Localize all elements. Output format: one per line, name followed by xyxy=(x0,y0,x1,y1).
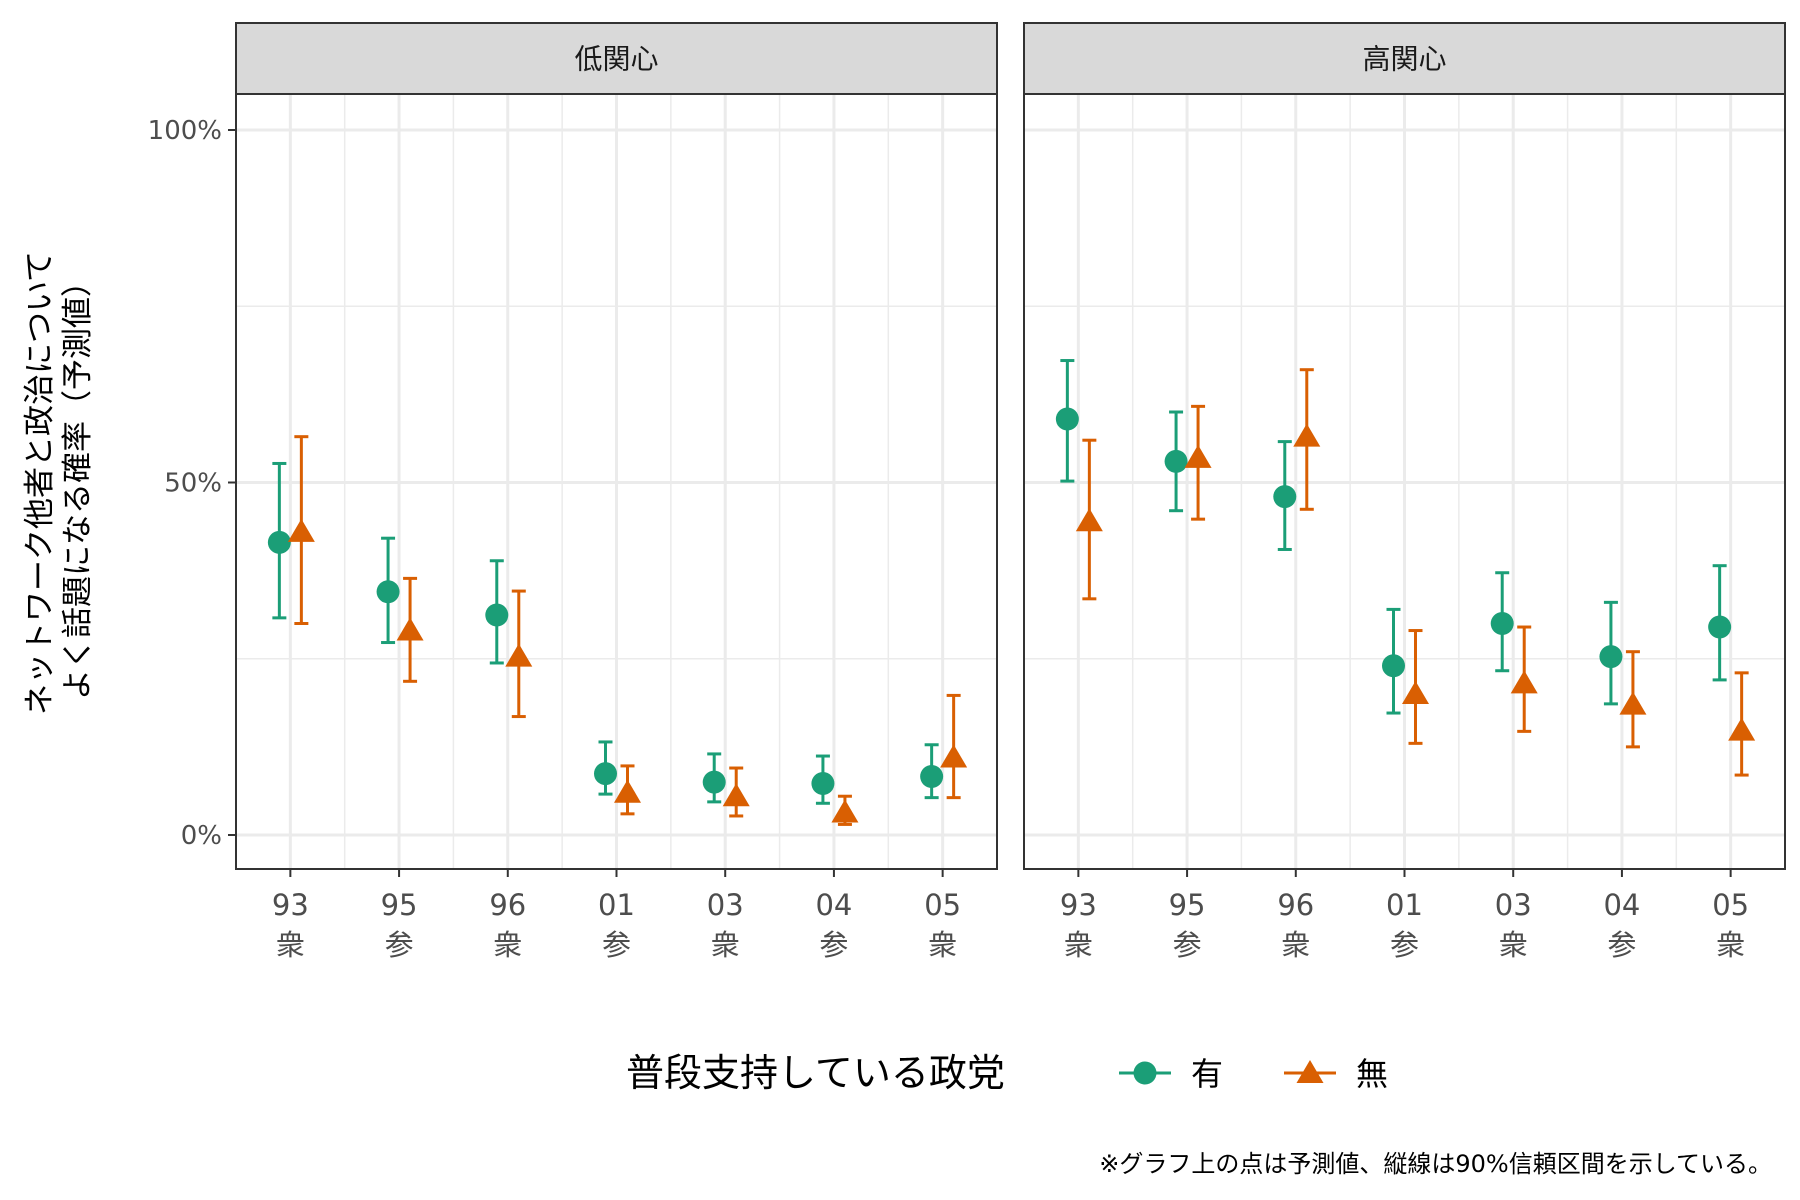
strip-background xyxy=(235,22,998,95)
data-point-triangle xyxy=(722,783,750,807)
data-point-triangle xyxy=(940,744,968,768)
y-axis-title-line: よく話題になる確率（予測値） xyxy=(60,266,96,700)
legend-label: 有 xyxy=(1191,1055,1223,1093)
x-tick-label: 01 参 xyxy=(598,888,635,962)
x-tick-label: 96 衆 xyxy=(489,888,526,962)
data-point-triangle xyxy=(287,518,315,542)
data-point-triangle xyxy=(1728,717,1756,741)
data-point-circle xyxy=(1490,612,1514,635)
data-point-triangle xyxy=(396,617,424,641)
data-point-circle xyxy=(702,770,726,794)
data-point-circle xyxy=(1382,654,1405,678)
data-point-triangle xyxy=(1293,423,1321,447)
data-point-circle xyxy=(267,530,291,554)
data-point-circle xyxy=(1273,485,1297,509)
legend-item-2: 無 xyxy=(1284,1055,1388,1093)
x-tick-label: 03 衆 xyxy=(1495,888,1532,962)
x-tick-label: 04 参 xyxy=(1603,888,1640,962)
data-point-circle xyxy=(1055,407,1079,431)
x-tick-label: 93 衆 xyxy=(272,888,309,962)
data-point-triangle xyxy=(1619,691,1647,715)
x-tick-label: 04 参 xyxy=(815,888,852,962)
legend-item-1: 有 xyxy=(1119,1055,1223,1093)
x-tick-label: 01 参 xyxy=(1386,888,1423,962)
panels-layer: 低関心 93 衆 95 参 96 衆 01 参 03 衆 04 参 05 衆 0% 50% 100% 高関心 93 衆 9… xyxy=(148,22,1786,962)
data-point-circle xyxy=(920,764,944,788)
strip-label: 低関心 xyxy=(574,43,658,76)
data-point-triangle xyxy=(1184,444,1212,468)
caption: ※グラフ上の点は予測値、縦線は90%信頼区間を示している。 xyxy=(1099,1150,1772,1178)
legend: 普段支持している政党 有 無 xyxy=(626,1051,1388,1095)
x-tick-label: 95 参 xyxy=(381,888,418,962)
data-point-circle xyxy=(1164,449,1188,473)
data-point-triangle xyxy=(1510,670,1538,694)
strip-label: 高関心 xyxy=(1362,43,1446,76)
y-tick-label: 0% xyxy=(181,821,222,851)
data-point-circle xyxy=(811,772,835,796)
data-point-triangle xyxy=(1402,681,1429,704)
y-tick-label: 50% xyxy=(164,469,222,499)
data-point-circle xyxy=(1599,645,1623,669)
data-point-circle xyxy=(594,762,617,786)
legend-title: 普段支持している政党 xyxy=(626,1051,1005,1095)
data-point-triangle xyxy=(505,643,533,667)
data-point-circle xyxy=(485,603,509,627)
y-axis-title-line: ネットワーク他者と政治について xyxy=(22,251,58,715)
data-point-triangle xyxy=(831,799,859,823)
x-tick-label: 93 衆 xyxy=(1060,888,1097,962)
x-tick-label: 96 衆 xyxy=(1277,888,1314,962)
x-tick-label: 03 衆 xyxy=(707,888,744,962)
legend-key-triangle xyxy=(1296,1060,1324,1083)
x-tick-label: 95 参 xyxy=(1169,888,1206,962)
panel-2: 高関心 93 衆 95 参 96 衆 01 参 03 衆 04 参 05 衆 xyxy=(1023,22,1786,962)
y-tick-label: 100% xyxy=(148,116,222,146)
panel-1: 低関心 93 衆 95 参 96 衆 01 参 03 衆 04 参 05 衆 0% 50% 100% xyxy=(148,22,998,962)
y-axis-title: ネットワーク他者と政治について よく話題になる確率（予測値） xyxy=(22,251,96,715)
data-point-triangle xyxy=(614,779,641,803)
legend-key-circle xyxy=(1133,1061,1157,1085)
data-point-circle xyxy=(376,580,400,604)
data-point-triangle xyxy=(1075,508,1103,532)
legend-label: 無 xyxy=(1356,1055,1388,1093)
x-tick-label: 05 衆 xyxy=(1712,888,1749,962)
strip-background xyxy=(1023,22,1786,95)
data-point-circle xyxy=(1708,615,1732,639)
x-tick-label: 05 衆 xyxy=(924,888,961,962)
